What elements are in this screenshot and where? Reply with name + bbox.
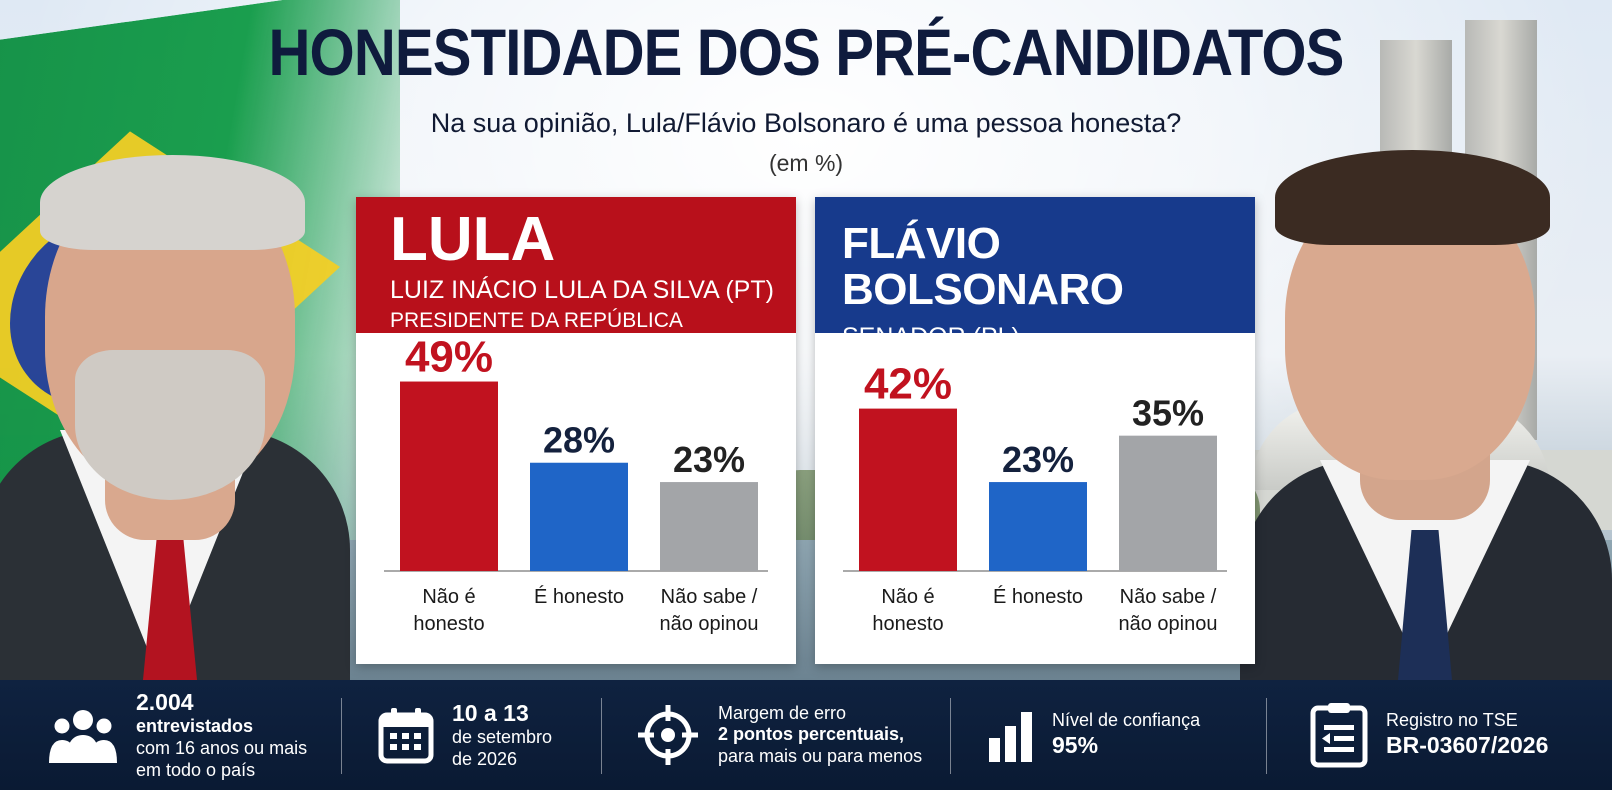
bar-0 xyxy=(400,381,498,571)
registry-label: Registro no TSE xyxy=(1386,710,1518,731)
footer-divider xyxy=(341,698,342,774)
footer-divider xyxy=(1266,698,1267,774)
bar-1 xyxy=(530,462,628,571)
methodology-footer: 2.004 entrevistados com 16 anos ou mais … xyxy=(0,680,1612,790)
flavio-portrait xyxy=(1240,150,1612,680)
lula-portrait xyxy=(0,130,360,680)
dates-info: 10 a 13 de setembro de 2026 xyxy=(378,680,552,790)
data-label: 28% xyxy=(543,420,615,461)
lula-bar-chart: 49% Não é honesto 28% É honesto 23% Não sabe /… xyxy=(384,333,768,635)
margin-label: Margem de erro xyxy=(718,702,847,723)
dates-range: 10 a 13 xyxy=(452,699,529,726)
category-label: É honesto xyxy=(993,585,1083,608)
people-icon xyxy=(48,707,118,763)
data-label: 49% xyxy=(405,333,493,382)
data-label: 42% xyxy=(864,360,952,409)
category-label: honesto xyxy=(872,613,943,635)
sample-scope: em todo o país xyxy=(136,759,256,780)
confidence-value: 95% xyxy=(1052,732,1099,758)
document-icon xyxy=(1310,702,1368,768)
flavio-panel: FLÁVIO BOLSONARO SENADOR (PL) 42% Não é ho… xyxy=(815,197,1255,664)
lula-panel-header: LULA LUIZ INÁCIO LULA DA SILVA (PT) PRES… xyxy=(356,197,796,333)
data-label: 23% xyxy=(673,439,745,480)
sample-size: 2.004 xyxy=(136,688,194,715)
candidate-role: PRESIDENTE DA REPÚBLICA xyxy=(390,309,683,333)
question-subtitle: Na sua opinião, Lula/Flávio Bolsonaro é … xyxy=(430,108,1182,138)
category-label: Não sabe / xyxy=(1120,586,1217,608)
confidence-info: Nível de confiança 95% xyxy=(988,680,1200,790)
category-label: É honesto xyxy=(534,585,624,608)
sample-label: entrevistados xyxy=(136,716,254,737)
dates-year: de 2026 xyxy=(452,748,518,769)
category-label: Não é xyxy=(881,586,934,608)
candidate-name: FLÁVIO BOLSONARO xyxy=(842,219,1124,315)
category-label: não opinou xyxy=(1119,613,1218,635)
candidate-full-name: LUIZ INÁCIO LULA DA SILVA (PT) xyxy=(390,276,774,305)
bar-2 xyxy=(1119,435,1217,571)
category-label: Não é xyxy=(422,586,475,608)
sample-info: 2.004 entrevistados com 16 anos ou mais … xyxy=(48,680,307,790)
flavio-bar-chart: 42% Não é honesto 23% É honesto 35% Não sabe /… xyxy=(843,360,1227,635)
sample-age: com 16 anos ou mais xyxy=(136,738,308,758)
bar-1 xyxy=(989,482,1087,571)
margin-info: Margem de erro 2 pontos percentuais, par… xyxy=(636,680,922,790)
bar-chart-icon xyxy=(988,708,1034,762)
calendar-icon xyxy=(378,706,434,764)
registry-info: Registro no TSE BR-03607/2026 xyxy=(1310,680,1548,790)
footer-divider xyxy=(950,698,951,774)
data-label: 23% xyxy=(1002,439,1074,480)
flavio-panel-header: FLÁVIO BOLSONARO SENADOR (PL) xyxy=(815,197,1255,351)
category-label: honesto xyxy=(413,613,484,635)
registry-value: BR-03607/2026 xyxy=(1386,732,1549,758)
bar-2 xyxy=(660,482,758,571)
page-title: HONESTIDADE DOS PRÉ-CANDIDATOS xyxy=(268,15,1344,89)
margin-direction: para mais ou para menos xyxy=(718,745,923,766)
category-label: não opinou xyxy=(660,613,759,635)
candidate-role: SENADOR (PL) xyxy=(842,323,1020,352)
candidate-name: LULA xyxy=(390,205,556,274)
category-label: Não sabe / xyxy=(661,586,758,608)
lula-panel: LULA LUIZ INÁCIO LULA DA SILVA (PT) PRES… xyxy=(356,197,796,664)
bar-0 xyxy=(859,408,957,571)
dates-month: de setembro xyxy=(452,727,553,748)
unit-label: (em %) xyxy=(768,150,844,176)
margin-value: 2 pontos percentuais, xyxy=(718,724,905,745)
data-label: 35% xyxy=(1132,393,1204,434)
footer-divider xyxy=(601,698,602,774)
target-icon xyxy=(636,703,700,767)
confidence-label: Nível de confiança xyxy=(1052,710,1201,731)
